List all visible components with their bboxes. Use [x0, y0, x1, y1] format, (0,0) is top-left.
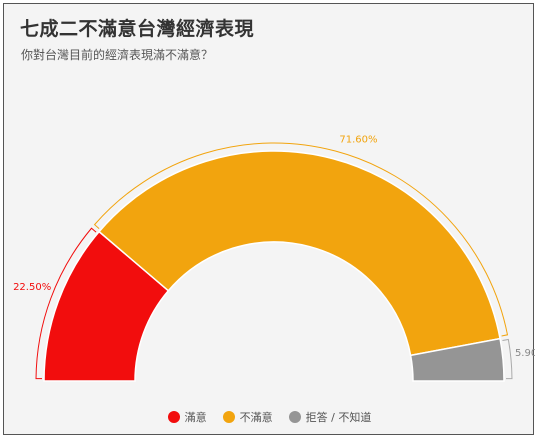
legend-swatch-satisfied [167, 411, 180, 423]
chart-title: 七成二不滿意台灣經濟表現 [20, 18, 255, 40]
value-label-satisfied: 22.50% [13, 282, 51, 293]
chart-legend: 滿意 不滿意 拒答 / 不知道 [4, 409, 535, 425]
legend-item-no-answer[interactable]: 拒答 / 不知道 [288, 409, 372, 425]
chart-frame: 七成二不滿意台灣經濟表現 你對台灣目前的經濟表現滿不滿意？ 22.50% 71.6… [3, 3, 535, 435]
half-donut-chart: 22.50% 71.60% 5.90% [13, 134, 535, 382]
chart-subtitle: 你對台灣目前的經濟表現滿不滿意？ [21, 48, 214, 62]
bracket-satisfied [35, 227, 97, 380]
legend-swatch-dissatisfied [222, 411, 235, 423]
slice-dissatisfied[interactable] [98, 150, 501, 357]
bracket-dissatisfied [93, 142, 509, 337]
value-label-dissatisfied: 71.60% [339, 134, 377, 145]
slice-no-answer[interactable] [409, 337, 505, 382]
bracket-no-answer [502, 338, 513, 380]
legend-swatch-no-answer [288, 411, 301, 423]
legend-item-dissatisfied[interactable]: 不滿意 [222, 409, 273, 425]
legend-label-satisfied: 滿意 [184, 411, 207, 424]
legend-item-satisfied[interactable]: 滿意 [167, 409, 207, 425]
legend-label-dissatisfied: 不滿意 [239, 411, 273, 424]
legend-label-no-answer: 拒答 / 不知道 [305, 411, 372, 424]
value-label-no-answer: 5.90% [515, 348, 535, 359]
